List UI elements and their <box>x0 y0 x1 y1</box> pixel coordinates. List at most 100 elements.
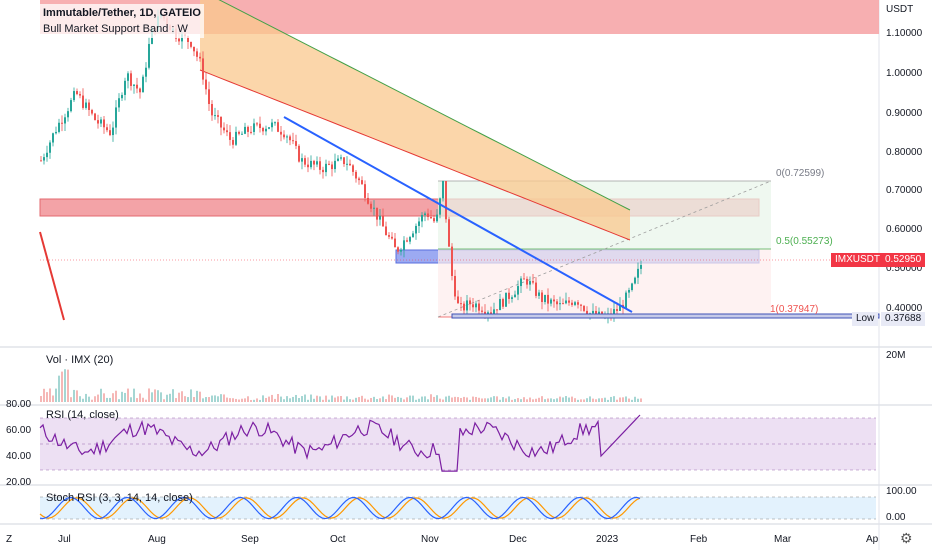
volume-bar <box>268 396 270 402</box>
candle-body <box>640 265 642 269</box>
symbol-title[interactable]: Immutable/Tether, 1D, GATEIO <box>43 7 201 19</box>
volume-bar <box>175 398 177 402</box>
volume-bar <box>442 399 444 402</box>
candle-body <box>133 84 135 86</box>
volume-bar <box>565 396 567 402</box>
candle-body <box>262 128 264 132</box>
volume-bar <box>232 398 234 402</box>
volume-bar <box>574 398 576 402</box>
volume-bar <box>421 396 423 402</box>
volume-bar <box>301 396 303 402</box>
candle-body <box>442 181 444 199</box>
volume-bar <box>361 395 363 402</box>
stoch-d-line <box>39 497 641 519</box>
candle-body <box>508 292 510 299</box>
candle-body <box>511 297 513 299</box>
candle-body <box>379 215 381 220</box>
candle-body <box>463 303 465 311</box>
volume-bar <box>202 398 204 402</box>
timezone-icon[interactable]: Z <box>6 534 13 545</box>
candle-body <box>628 289 630 293</box>
candle-body <box>370 203 372 209</box>
candle-body <box>595 310 597 316</box>
volume-title[interactable]: Vol · IMX (20) <box>46 354 114 366</box>
candle-body <box>403 240 405 250</box>
volume-bar <box>193 397 195 402</box>
rsi-title[interactable]: RSI (14, close) <box>46 409 119 421</box>
volume-bar <box>445 396 447 402</box>
candle-body <box>580 304 582 306</box>
volume-bar <box>595 399 597 402</box>
candle-body <box>430 217 432 219</box>
candle-body <box>310 160 312 168</box>
volume-bar <box>283 399 285 402</box>
candle-body <box>397 247 399 252</box>
volume-bar <box>109 397 111 402</box>
candle-body <box>448 219 450 247</box>
candle-body <box>490 312 492 314</box>
stoch-title[interactable]: Stoch RSI (3, 3, 14, 14, close) <box>46 492 193 504</box>
candle-body <box>328 163 330 165</box>
volume-bar <box>493 396 495 402</box>
volume-bar <box>559 396 561 402</box>
volume-bar <box>187 397 189 402</box>
volume-bar <box>94 396 96 402</box>
volume-bar <box>514 399 516 402</box>
month-label: Mar <box>774 534 792 545</box>
candle-body <box>439 198 441 215</box>
candle-body <box>265 128 267 132</box>
volume-bar <box>538 397 540 402</box>
candle-body <box>55 131 57 134</box>
volume-bar <box>322 399 324 402</box>
volume-bar <box>592 398 594 402</box>
candle-body <box>283 134 285 138</box>
candle-body <box>616 309 618 311</box>
candle-body <box>331 164 333 170</box>
volume-bar <box>589 396 591 402</box>
volume-bar <box>460 398 462 402</box>
candle-body <box>550 299 552 304</box>
bull-band-upper <box>218 0 631 211</box>
volume-bar <box>424 396 426 402</box>
gear-icon[interactable]: ⚙ <box>900 530 913 546</box>
candle-body <box>349 163 351 166</box>
price-tick: 1.10000 <box>886 28 923 39</box>
candle-body <box>178 38 180 42</box>
volume-bar <box>406 397 408 402</box>
volume-bar <box>97 394 99 402</box>
volume-bar <box>256 398 258 402</box>
month-label: Nov <box>421 534 439 545</box>
candle-body <box>103 119 105 128</box>
candle-body <box>259 123 261 129</box>
indicator-title[interactable]: Bull Market Support Band : W <box>43 23 188 35</box>
chart-legend: Immutable/Tether, 1D, GATEIO Bull Market… <box>40 4 204 38</box>
volume-bar <box>154 389 156 402</box>
volume-bar <box>103 393 105 402</box>
candle-body <box>409 237 411 242</box>
candle-body <box>271 122 273 128</box>
volume-bar <box>241 398 243 402</box>
month-label: Oct <box>330 534 346 545</box>
volume-bar <box>70 397 72 402</box>
volume-bar <box>217 396 219 402</box>
candle-body <box>250 131 252 133</box>
volume-bar <box>292 396 294 402</box>
candle-body <box>484 311 486 315</box>
candle-body <box>289 136 291 141</box>
fib-box-lower <box>438 249 771 317</box>
candle-body <box>322 169 324 173</box>
volume-bar <box>43 388 45 402</box>
volume-bar <box>79 396 81 402</box>
volume-bar <box>244 398 246 402</box>
volume-bar <box>505 398 507 402</box>
volume-bar <box>457 397 459 402</box>
volume-bar <box>562 397 564 402</box>
candle-body <box>58 122 60 132</box>
candle-body <box>247 126 249 132</box>
volume-bar <box>619 397 621 402</box>
volume-bar <box>196 390 198 402</box>
volume-bar <box>118 399 120 402</box>
candle-body <box>106 127 108 131</box>
candle-body <box>214 115 216 117</box>
